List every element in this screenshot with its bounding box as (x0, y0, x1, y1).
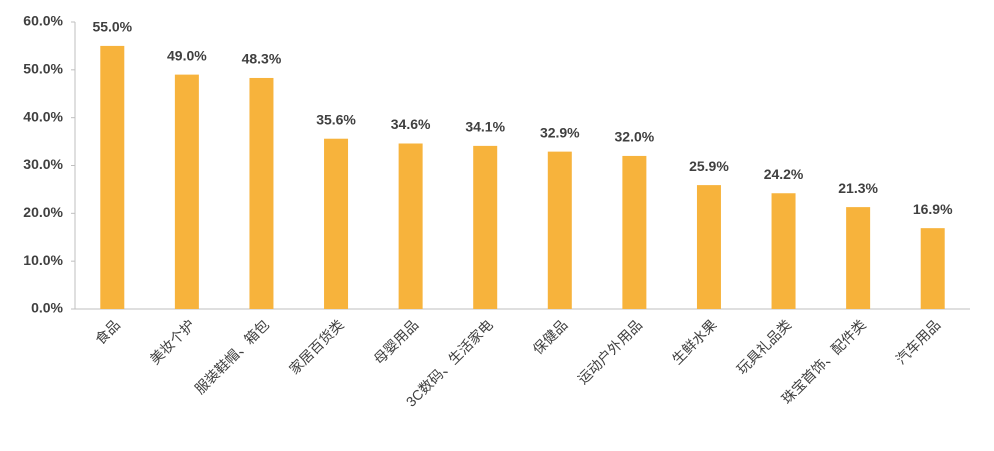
value-label: 34.6% (391, 116, 431, 132)
bar (696, 185, 721, 309)
value-label: 25.9% (689, 158, 729, 174)
x-tick-label: 美妆个护 (147, 316, 198, 367)
x-tick-label: 家居百货类 (286, 316, 347, 377)
y-tick-label: 50.0% (23, 61, 63, 77)
x-tick-label: 汽车用品 (893, 316, 944, 367)
x-tick-label: 运动户外用品 (574, 316, 645, 387)
y-tick-label: 20.0% (23, 204, 63, 220)
y-tick-label: 10.0% (23, 252, 63, 268)
bar (174, 74, 199, 309)
x-tick-label: 玩具礼品类 (733, 316, 794, 377)
x-tick-label: 服装鞋帽、箱包 (192, 316, 273, 397)
value-label: 35.6% (316, 111, 356, 127)
bar (920, 228, 945, 309)
value-label: 32.9% (540, 124, 580, 140)
bar (249, 77, 274, 309)
y-tick-label: 30.0% (23, 156, 63, 172)
value-label: 16.9% (913, 201, 953, 217)
x-tick-label: 母婴用品 (370, 316, 421, 367)
value-label: 24.2% (764, 166, 804, 182)
y-tick-label: 60.0% (23, 13, 63, 29)
bar (100, 45, 125, 310)
x-tick-label: 食品 (92, 316, 123, 347)
bar (771, 193, 796, 309)
x-tick-label: 保健品 (530, 316, 571, 357)
bar (473, 145, 498, 309)
value-label: 21.3% (838, 180, 878, 196)
value-label: 34.1% (465, 119, 505, 135)
bar (324, 138, 349, 309)
bar (846, 207, 871, 309)
bar (547, 151, 572, 309)
value-label: 55.0% (92, 19, 132, 35)
bar (398, 143, 423, 309)
value-label: 48.3% (242, 51, 282, 67)
x-tick-label: 生鲜水果 (669, 316, 720, 367)
y-tick-label: 40.0% (23, 108, 63, 124)
value-label: 32.0% (615, 129, 655, 145)
y-tick-label: 0.0% (31, 300, 63, 316)
value-label: 49.0% (167, 47, 207, 63)
bar (622, 155, 647, 309)
